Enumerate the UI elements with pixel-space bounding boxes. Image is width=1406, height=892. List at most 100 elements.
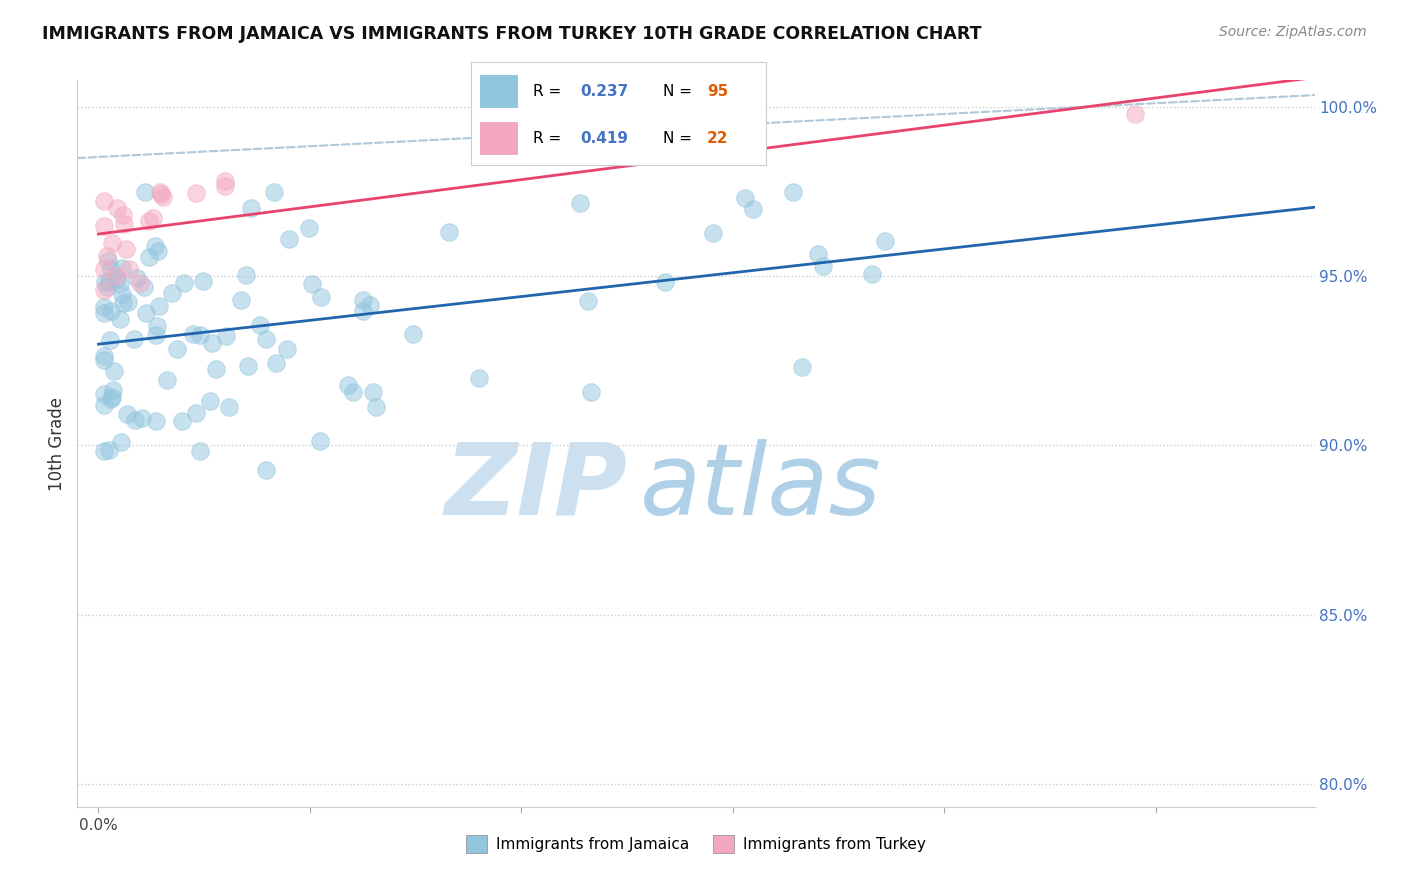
Point bbox=[215, 328, 238, 343]
Point bbox=[93, 352, 115, 367]
Point bbox=[146, 244, 169, 258]
Y-axis label: 10th Grade: 10th Grade bbox=[48, 397, 66, 491]
Point bbox=[231, 293, 253, 308]
Point bbox=[576, 293, 599, 308]
Point bbox=[100, 235, 122, 250]
Point bbox=[186, 186, 208, 200]
Point bbox=[110, 311, 132, 326]
Point bbox=[359, 298, 381, 312]
Text: 95: 95 bbox=[707, 84, 728, 99]
Point bbox=[263, 185, 285, 199]
Point bbox=[173, 276, 195, 290]
Text: atlas: atlas bbox=[640, 439, 882, 536]
Point bbox=[278, 232, 301, 246]
Point bbox=[238, 359, 260, 373]
Point bbox=[98, 333, 121, 347]
Point bbox=[97, 254, 120, 268]
Point bbox=[342, 385, 364, 400]
Point bbox=[145, 239, 167, 253]
Point bbox=[145, 415, 167, 429]
Point bbox=[110, 260, 132, 275]
Point bbox=[188, 328, 211, 343]
Point bbox=[184, 406, 207, 420]
Point bbox=[105, 269, 128, 284]
Point bbox=[298, 220, 321, 235]
Point bbox=[364, 400, 387, 414]
Point bbox=[138, 214, 160, 228]
Point bbox=[181, 327, 204, 342]
Point bbox=[873, 234, 896, 248]
Point bbox=[93, 444, 115, 458]
Point bbox=[124, 332, 146, 346]
Point bbox=[146, 318, 169, 333]
Point bbox=[352, 293, 374, 308]
Point bbox=[807, 247, 830, 261]
Point bbox=[218, 400, 240, 414]
Point bbox=[276, 342, 298, 356]
Point bbox=[152, 190, 174, 204]
Text: Source: ZipAtlas.com: Source: ZipAtlas.com bbox=[1219, 25, 1367, 39]
Text: R =: R = bbox=[533, 131, 567, 146]
Point bbox=[1123, 107, 1146, 121]
Point bbox=[93, 283, 115, 297]
Point bbox=[93, 306, 115, 320]
Point bbox=[654, 275, 676, 289]
Text: R =: R = bbox=[533, 84, 567, 99]
Point bbox=[214, 174, 236, 188]
Point bbox=[93, 261, 115, 276]
Point bbox=[112, 295, 135, 310]
Point bbox=[128, 276, 150, 290]
Point bbox=[134, 185, 156, 199]
Legend: Immigrants from Jamaica, Immigrants from Turkey: Immigrants from Jamaica, Immigrants from… bbox=[460, 830, 932, 859]
Point bbox=[131, 411, 153, 425]
Point bbox=[115, 242, 138, 256]
Point bbox=[100, 303, 122, 318]
Point bbox=[142, 211, 165, 226]
Point bbox=[190, 443, 212, 458]
Point bbox=[309, 290, 332, 304]
Point bbox=[156, 373, 179, 387]
Point bbox=[118, 261, 141, 276]
Point bbox=[100, 392, 122, 406]
Point bbox=[301, 277, 323, 291]
Point bbox=[702, 226, 724, 240]
Point bbox=[93, 349, 115, 363]
Point bbox=[205, 362, 228, 376]
Point bbox=[160, 285, 183, 300]
Point bbox=[813, 259, 835, 273]
Point bbox=[145, 328, 167, 343]
Text: IMMIGRANTS FROM JAMAICA VS IMMIGRANTS FROM TURKEY 10TH GRADE CORRELATION CHART: IMMIGRANTS FROM JAMAICA VS IMMIGRANTS FR… bbox=[42, 25, 981, 43]
Point bbox=[468, 370, 491, 384]
Point bbox=[96, 248, 118, 262]
Bar bbox=[479, 75, 519, 108]
Point bbox=[235, 268, 257, 282]
Point bbox=[110, 434, 132, 449]
Point bbox=[361, 385, 384, 400]
Point bbox=[96, 280, 118, 294]
Point bbox=[117, 407, 139, 421]
Text: N =: N = bbox=[664, 84, 697, 99]
Point bbox=[309, 434, 332, 448]
Point bbox=[93, 387, 115, 401]
Point bbox=[439, 226, 461, 240]
Point bbox=[249, 318, 271, 332]
Point bbox=[254, 332, 277, 346]
Point bbox=[93, 398, 115, 412]
Point bbox=[124, 413, 146, 427]
Point bbox=[103, 364, 125, 378]
Point bbox=[402, 326, 425, 341]
Text: 22: 22 bbox=[707, 131, 728, 146]
Point bbox=[193, 274, 215, 288]
Point bbox=[93, 301, 115, 315]
Text: N =: N = bbox=[664, 131, 697, 146]
Point bbox=[734, 191, 756, 205]
Point bbox=[790, 359, 813, 374]
Point bbox=[94, 276, 117, 290]
Point bbox=[105, 201, 128, 215]
Point bbox=[352, 303, 374, 318]
Point bbox=[101, 383, 124, 397]
Point bbox=[112, 208, 135, 222]
Point bbox=[256, 463, 278, 477]
Point bbox=[93, 219, 115, 233]
Point bbox=[101, 390, 124, 404]
